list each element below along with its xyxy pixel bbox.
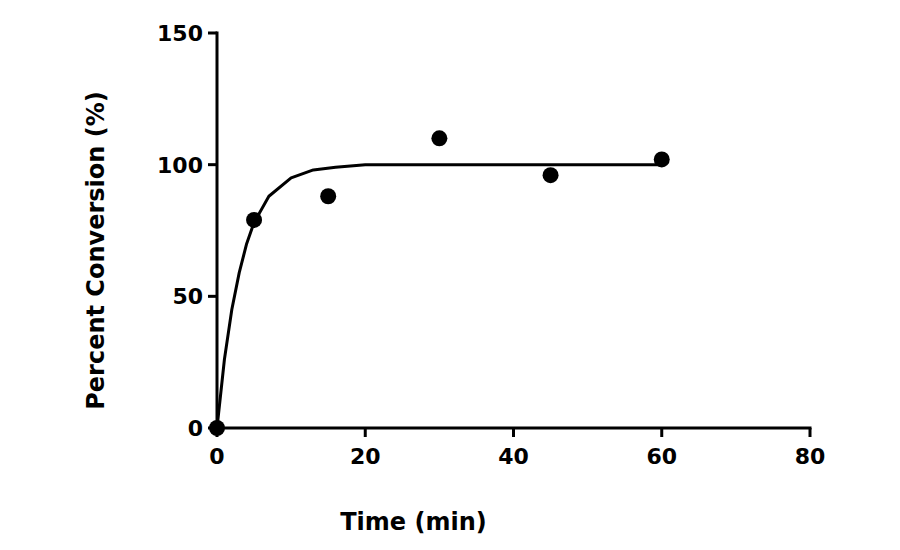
scatter-series: [209, 130, 670, 436]
fit-curve: [217, 165, 662, 428]
y-tick: [208, 163, 217, 166]
x-tick-label: 0: [209, 444, 224, 469]
x-tick: [660, 428, 663, 437]
axes: 0 20 40 60 80 0 50 100 150: [157, 21, 825, 469]
y-tick-label: 50: [172, 284, 203, 309]
x-axis-label: Time (min): [340, 508, 487, 536]
y-tick-label: 150: [157, 21, 203, 46]
y-axis-line: [216, 33, 219, 428]
x-tick: [809, 428, 812, 437]
x-tick: [364, 428, 367, 437]
data-point: [320, 188, 336, 204]
y-tick-label: 100: [157, 153, 203, 178]
y-tick: [208, 295, 217, 298]
chart: 0 20 40 60 80 0 50 100 150 Time (min) Percent Conv…: [0, 0, 900, 550]
x-tick-label: 60: [646, 444, 677, 469]
y-tick-label: 0: [188, 416, 203, 441]
x-tick-label: 40: [498, 444, 529, 469]
data-point: [543, 167, 559, 183]
x-tick-label: 80: [795, 444, 826, 469]
data-point: [431, 130, 447, 146]
line-series: [217, 165, 662, 428]
y-tick: [208, 32, 217, 35]
y-axis-label: Percent Conversion (%): [82, 91, 110, 410]
x-tick: [512, 428, 515, 437]
x-tick-label: 20: [350, 444, 381, 469]
chart-container: 0 20 40 60 80 0 50 100 150 Time (min) Percent Conv…: [0, 0, 900, 550]
